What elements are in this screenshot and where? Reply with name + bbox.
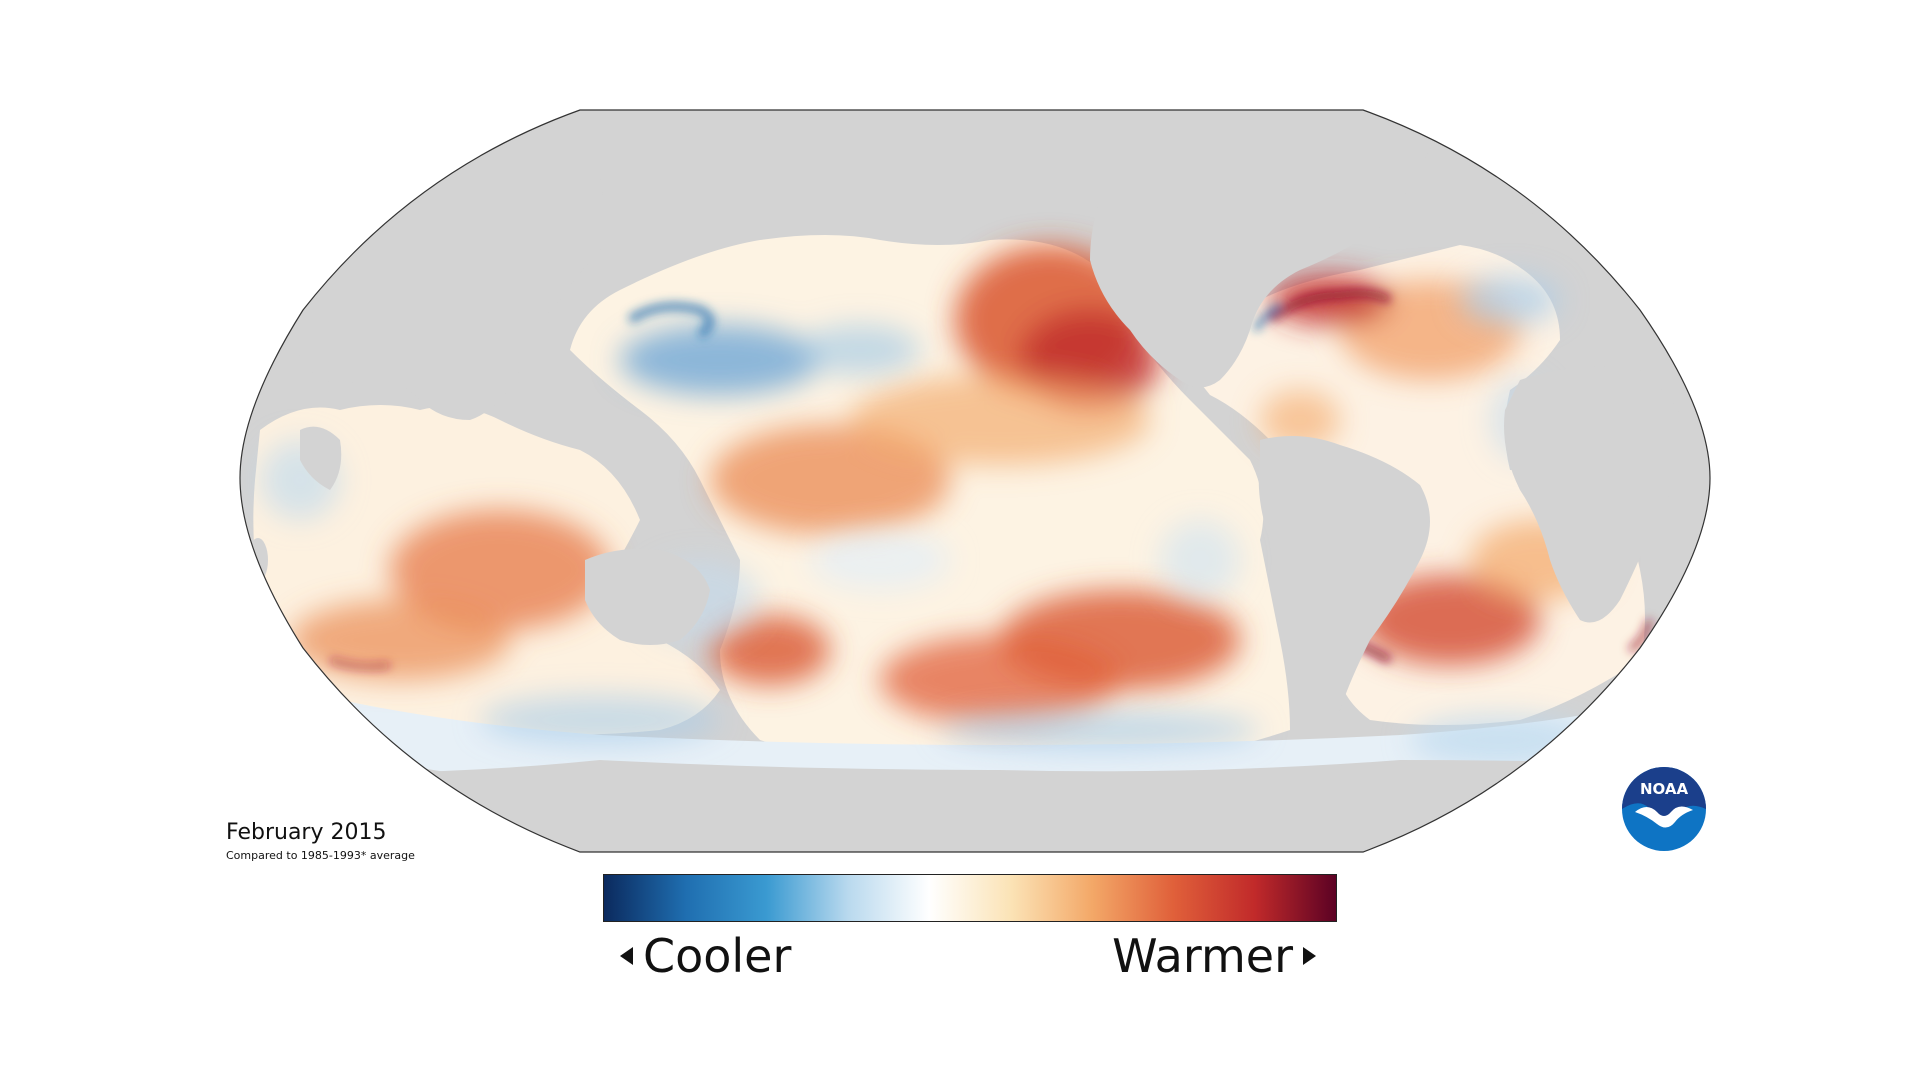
anomaly-details	[329, 289, 1653, 670]
colorbar-right-label: Warmer	[1112, 928, 1316, 984]
australia	[585, 548, 710, 645]
colorbar	[603, 874, 1337, 922]
logo-text: NOAA	[1640, 780, 1689, 798]
logo-top	[1622, 767, 1706, 819]
globe-outline	[239, 109, 1711, 853]
warm-anomalies	[290, 245, 1610, 725]
map-date: February 2015	[226, 820, 387, 845]
north-america	[1090, 110, 1450, 388]
map-baseline: Compared to 1985-1993* average	[226, 849, 415, 862]
warmer-label: Warmer	[1112, 929, 1293, 983]
africa	[1504, 366, 1690, 623]
antarctica	[240, 760, 1710, 852]
south-america	[1258, 436, 1430, 714]
cooler-label: Cooler	[643, 929, 792, 983]
triangle-right-icon	[1303, 947, 1316, 965]
noaa-logo-icon: NOAA	[1622, 767, 1706, 851]
india	[300, 426, 342, 490]
colorbar-left-label: Cooler	[620, 928, 791, 984]
map-caption: February 2015 Compared to 1985-1993* ave…	[226, 820, 415, 863]
triangle-left-icon	[620, 947, 633, 965]
logo-bird	[1635, 806, 1693, 828]
